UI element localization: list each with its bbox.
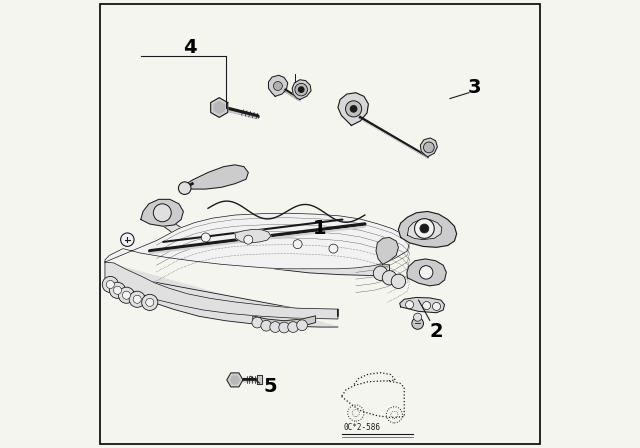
- Circle shape: [201, 233, 210, 242]
- Polygon shape: [257, 375, 262, 384]
- Circle shape: [297, 320, 307, 331]
- Circle shape: [329, 244, 338, 253]
- Polygon shape: [105, 213, 410, 269]
- Text: 4: 4: [183, 38, 197, 56]
- Text: 3: 3: [468, 78, 481, 97]
- Circle shape: [122, 291, 131, 299]
- Polygon shape: [214, 102, 225, 113]
- Polygon shape: [407, 259, 446, 286]
- Circle shape: [121, 233, 134, 246]
- Polygon shape: [235, 229, 271, 243]
- Circle shape: [382, 271, 397, 285]
- Circle shape: [413, 313, 422, 321]
- Polygon shape: [292, 80, 311, 99]
- Circle shape: [351, 106, 356, 112]
- Circle shape: [154, 204, 172, 222]
- Polygon shape: [184, 165, 248, 189]
- Polygon shape: [227, 373, 243, 387]
- Circle shape: [412, 318, 424, 329]
- Circle shape: [129, 291, 145, 307]
- Circle shape: [252, 317, 262, 328]
- Circle shape: [415, 219, 435, 238]
- Circle shape: [113, 286, 122, 294]
- Polygon shape: [105, 262, 338, 327]
- Circle shape: [118, 287, 134, 303]
- Circle shape: [244, 235, 253, 244]
- Circle shape: [279, 322, 289, 333]
- Circle shape: [133, 295, 141, 303]
- Polygon shape: [230, 376, 239, 384]
- Circle shape: [295, 83, 307, 96]
- Polygon shape: [269, 75, 288, 96]
- Circle shape: [146, 298, 154, 306]
- Text: 0C*2-586: 0C*2-586: [344, 423, 381, 432]
- Polygon shape: [400, 297, 445, 313]
- Circle shape: [102, 276, 118, 293]
- Circle shape: [288, 322, 298, 332]
- Polygon shape: [338, 93, 369, 125]
- Circle shape: [424, 142, 434, 153]
- Polygon shape: [420, 138, 437, 157]
- Circle shape: [179, 182, 191, 194]
- Circle shape: [420, 224, 429, 233]
- Circle shape: [406, 301, 413, 309]
- Circle shape: [373, 266, 388, 280]
- Circle shape: [106, 280, 115, 289]
- Circle shape: [433, 302, 440, 310]
- Circle shape: [391, 274, 406, 289]
- Circle shape: [298, 87, 304, 92]
- Circle shape: [273, 82, 282, 90]
- Circle shape: [261, 320, 271, 331]
- Circle shape: [141, 294, 158, 310]
- Polygon shape: [376, 237, 398, 264]
- Circle shape: [270, 322, 280, 332]
- Polygon shape: [398, 211, 457, 247]
- Circle shape: [422, 302, 431, 310]
- Polygon shape: [211, 98, 228, 117]
- Circle shape: [346, 101, 362, 117]
- Polygon shape: [157, 211, 389, 276]
- Circle shape: [419, 266, 433, 279]
- Polygon shape: [141, 199, 184, 226]
- Circle shape: [109, 282, 125, 298]
- Text: 2: 2: [429, 322, 444, 341]
- Circle shape: [293, 240, 302, 249]
- Polygon shape: [253, 316, 316, 328]
- Text: 5: 5: [264, 377, 278, 396]
- Polygon shape: [407, 220, 442, 240]
- Text: 1: 1: [313, 219, 327, 238]
- Polygon shape: [105, 262, 338, 319]
